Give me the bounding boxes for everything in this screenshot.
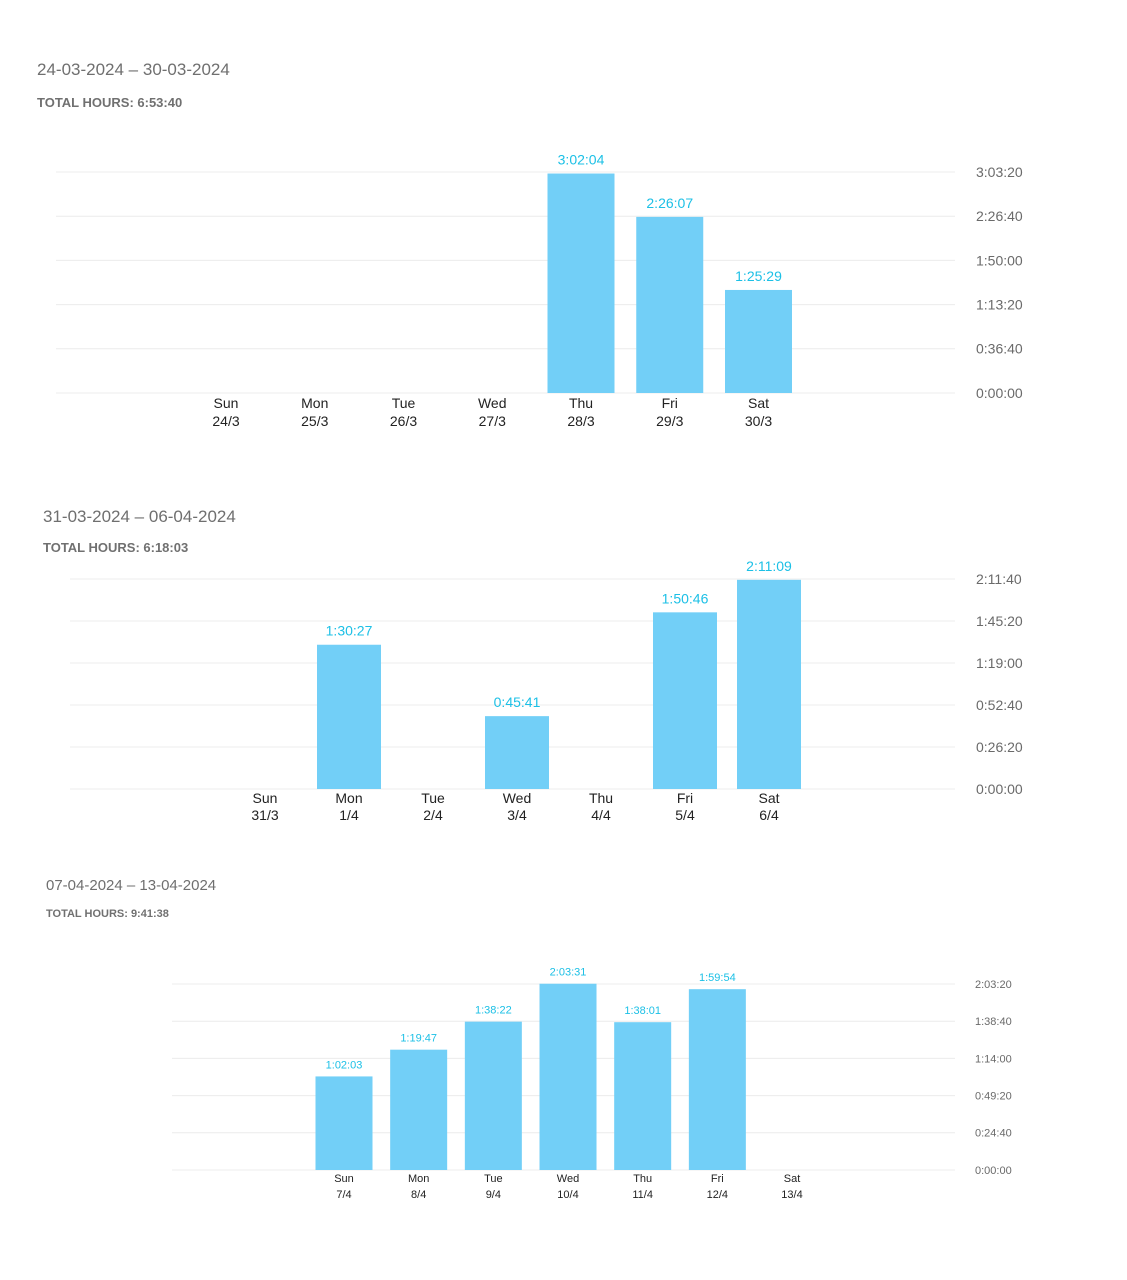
bar-value-label: 1:59:54 (699, 972, 736, 984)
x-date-label: 11/4 (632, 1189, 653, 1201)
chart-total-hours: TOTAL HOURS: 9:41:38 (46, 908, 169, 920)
bar (317, 644, 381, 789)
x-date-label: 12/4 (707, 1189, 728, 1201)
x-date-label: 3/4 (507, 807, 527, 823)
bar-value-label: 1:38:01 (624, 1005, 661, 1017)
bar-chart: 0:00:00 0:26:20 0:52:40 1:19:00 1:45:20 2:11:… (70, 558, 1023, 823)
y-tick-label: 1:38:40 (975, 1016, 1012, 1028)
y-tick-label: 0:49:20 (975, 1090, 1012, 1102)
x-date-label: 27/3 (479, 413, 506, 429)
week-chart-panel: 31-03-2024 – 06-04-2024 TOTAL HOURS: 6:1… (43, 507, 1023, 823)
x-day-label: Thu (589, 790, 613, 806)
bar (315, 1076, 373, 1170)
chart-date-range: 31-03-2024 – 06-04-2024 (43, 507, 236, 526)
y-tick-label: 3:03:20 (976, 164, 1023, 180)
x-day-label: Sun (214, 395, 239, 411)
x-day-label: Tue (392, 395, 416, 411)
x-date-label: 2/4 (423, 807, 443, 823)
x-day-label: Fri (662, 395, 678, 411)
x-date-label: 5/4 (675, 807, 695, 823)
x-date-label: 30/3 (745, 413, 772, 429)
x-date-label: 6/4 (759, 807, 779, 823)
x-day-label: Thu (633, 1173, 652, 1185)
x-day-label: Mon (408, 1173, 429, 1185)
y-tick-label: 0:00:00 (976, 781, 1023, 797)
y-tick-label: 0:00:00 (975, 1165, 1012, 1177)
y-tick-label: 1:50:00 (976, 252, 1023, 268)
chart-date-range: 07-04-2024 – 13-04-2024 (46, 877, 217, 894)
x-day-label: Sat (748, 395, 769, 411)
bar-chart: 0:00:00 0:36:40 1:13:20 1:50:00 2:26:40 3:03:… (56, 152, 1023, 429)
bar (547, 173, 615, 393)
x-day-label: Wed (478, 395, 507, 411)
y-tick-label: 2:03:20 (975, 979, 1012, 991)
bar (539, 983, 597, 1170)
chart-total-hours: TOTAL HOURS: 6:53:40 (37, 95, 183, 110)
bar-value-label: 1:30:27 (326, 623, 373, 639)
bar-value-label: 2:03:31 (550, 967, 587, 979)
x-day-label: Fri (677, 790, 693, 806)
y-tick-label: 1:45:20 (976, 613, 1023, 629)
x-date-label: 28/3 (567, 413, 594, 429)
bar (614, 1022, 672, 1170)
bar (653, 612, 717, 789)
x-date-label: 4/4 (591, 807, 611, 823)
bar (464, 1021, 522, 1170)
x-day-label: Wed (557, 1173, 579, 1185)
y-tick-label: 0:36:40 (976, 341, 1023, 357)
x-date-label: 1/4 (339, 807, 359, 823)
y-tick-label: 2:11:40 (976, 571, 1022, 587)
bar (485, 716, 549, 789)
bar (636, 216, 704, 393)
x-day-label: Mon (335, 790, 362, 806)
bar-value-label: 0:45:41 (494, 694, 541, 710)
x-date-label: 29/3 (656, 413, 683, 429)
y-tick-label: 1:19:00 (976, 655, 1023, 671)
x-date-label: 7/4 (336, 1189, 351, 1201)
x-date-label: 25/3 (301, 413, 328, 429)
chart-date-range: 24-03-2024 – 30-03-2024 (37, 60, 230, 79)
x-day-label: Sat (758, 790, 779, 806)
bar-value-label: 1:02:03 (326, 1059, 363, 1071)
x-day-label: Wed (503, 790, 532, 806)
y-tick-label: 2:26:40 (976, 208, 1023, 224)
x-day-label: Sun (253, 790, 278, 806)
bar (725, 289, 792, 393)
x-date-label: 26/3 (390, 413, 417, 429)
x-day-label: Mon (301, 395, 328, 411)
bar-value-label: 2:26:07 (646, 195, 693, 211)
bar (688, 989, 746, 1170)
x-date-label: 24/3 (212, 413, 239, 429)
x-day-label: Sun (334, 1173, 354, 1185)
bar-value-label: 3:02:04 (558, 152, 605, 168)
bar-value-label: 1:38:22 (475, 1005, 512, 1017)
bar-value-label: 1:19:47 (400, 1033, 437, 1045)
x-day-label: Sat (784, 1173, 801, 1185)
y-tick-label: 1:13:20 (976, 297, 1023, 313)
y-tick-label: 1:14:00 (975, 1053, 1012, 1065)
x-date-label: 10/4 (557, 1189, 578, 1201)
x-date-label: 8/4 (411, 1189, 426, 1201)
x-day-label: Tue (484, 1173, 503, 1185)
x-date-label: 9/4 (486, 1189, 501, 1201)
week-chart-panel: 24-03-2024 – 30-03-2024 TOTAL HOURS: 6:5… (0, 0, 1127, 450)
y-tick-label: 0:00:00 (976, 385, 1023, 401)
x-day-label: Tue (421, 790, 445, 806)
x-day-label: Fri (711, 1173, 724, 1185)
x-date-label: 31/3 (251, 807, 278, 823)
y-tick-label: 0:26:20 (976, 739, 1023, 755)
bar (737, 579, 801, 789)
bar-value-label: 1:25:29 (735, 268, 782, 284)
bar (390, 1049, 448, 1170)
y-tick-label: 0:52:40 (976, 697, 1023, 713)
x-date-label: 13/4 (781, 1189, 802, 1201)
bar-value-label: 2:11:09 (746, 558, 792, 574)
x-day-label: Thu (569, 395, 593, 411)
bar-value-label: 1:50:46 (662, 590, 709, 606)
y-tick-label: 0:24:40 (975, 1128, 1012, 1140)
chart-total-hours: TOTAL HOURS: 6:18:03 (43, 540, 189, 555)
